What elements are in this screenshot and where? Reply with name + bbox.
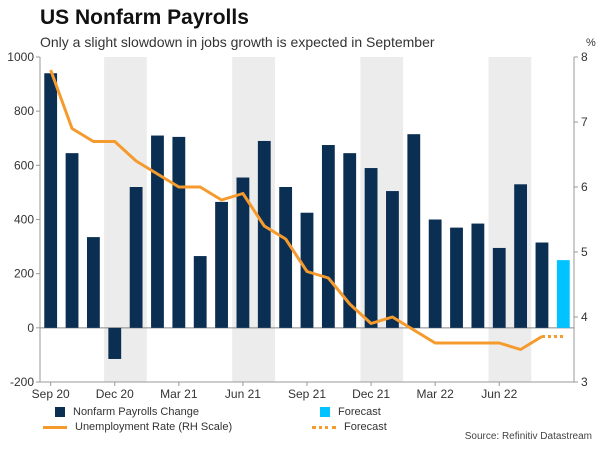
y2-tick-label: 6 bbox=[581, 180, 588, 194]
legend-payrolls-swatch bbox=[55, 407, 65, 417]
payrolls-bar bbox=[257, 140, 271, 328]
payrolls-bar bbox=[386, 191, 399, 328]
chart-subtitle: Only a slight slowdown in jobs growth is… bbox=[40, 34, 435, 50]
payrolls-bar bbox=[193, 256, 207, 328]
legend-payrolls-label: Nonfarm Payrolls Change bbox=[73, 406, 199, 418]
y2-tick-label: 7 bbox=[581, 115, 588, 129]
legend-payrolls-forecast: Forecast bbox=[320, 406, 381, 418]
payrolls-bar bbox=[108, 327, 122, 359]
x-tick-label: Jun 22 bbox=[481, 387, 517, 401]
payrolls-bar bbox=[44, 73, 58, 328]
payrolls-bar bbox=[65, 153, 79, 328]
y-tick-label: 200 bbox=[14, 267, 34, 281]
payrolls-bar bbox=[215, 201, 228, 328]
legend-payrolls: Nonfarm Payrolls Change bbox=[55, 406, 199, 418]
x-tick-label: Mar 22 bbox=[416, 387, 454, 401]
legend-unemployment-swatch bbox=[43, 425, 67, 429]
y2-tick-label: 3 bbox=[581, 375, 588, 389]
payrolls-bar bbox=[407, 134, 421, 328]
payrolls-bar bbox=[86, 237, 100, 328]
source-note: Source: Refinitiv Datastream bbox=[464, 431, 592, 442]
legend-unemployment-label: Unemployment Rate (RH Scale) bbox=[75, 421, 233, 433]
legend-unemployment-forecast-label: Forecast bbox=[344, 421, 387, 433]
payrolls-bar bbox=[129, 187, 143, 328]
payrolls-bar bbox=[279, 187, 293, 328]
x-tick-label: Jun 21 bbox=[225, 387, 261, 401]
y-tick-label: -200 bbox=[10, 375, 34, 389]
x-tick-label: Sep 21 bbox=[288, 387, 326, 401]
x-tick-label: Dec 20 bbox=[96, 387, 134, 401]
payrolls-bar bbox=[535, 242, 549, 328]
payrolls-bar bbox=[428, 219, 442, 328]
legend-unemployment: Unemployment Rate (RH Scale) bbox=[43, 421, 232, 433]
payrolls-bar bbox=[364, 168, 378, 328]
y2-tick-label: 5 bbox=[581, 245, 588, 259]
payrolls-bar bbox=[514, 184, 528, 328]
payrolls-bar bbox=[471, 223, 485, 328]
y-tick-label: 600 bbox=[14, 158, 34, 172]
x-tick-label: Mar 21 bbox=[160, 387, 198, 401]
legend-payrolls-forecast-label: Forecast bbox=[338, 406, 381, 418]
y-tick-label: 400 bbox=[14, 213, 34, 227]
payrolls-bar bbox=[321, 145, 335, 328]
legend-payrolls-forecast-swatch bbox=[320, 407, 330, 417]
chart-title: US Nonfarm Payrolls bbox=[40, 6, 249, 29]
y2-tick-label: 8 bbox=[581, 50, 588, 64]
payrolls-bar bbox=[492, 247, 506, 328]
x-tick-label: Dec 21 bbox=[352, 387, 390, 401]
y2-unit-label: % bbox=[586, 37, 596, 49]
payrolls-bar bbox=[343, 153, 357, 328]
x-tick-label: Sep 20 bbox=[32, 387, 70, 401]
payrolls-forecast-bar bbox=[556, 260, 570, 328]
legend-unemployment-forecast: Forecast bbox=[312, 421, 387, 433]
y2-tick-label: 4 bbox=[581, 310, 588, 324]
payrolls-bar bbox=[151, 135, 164, 328]
payrolls-bar bbox=[172, 136, 186, 328]
legend-unemployment-forecast-swatch bbox=[312, 425, 336, 429]
unemployment-line bbox=[49, 69, 543, 351]
y-tick-label: 800 bbox=[14, 104, 34, 118]
payrolls-bar bbox=[450, 227, 463, 328]
y-tick-label: 0 bbox=[27, 321, 34, 335]
payrolls-bar bbox=[236, 177, 250, 328]
y-tick-label: 1000 bbox=[7, 50, 34, 64]
